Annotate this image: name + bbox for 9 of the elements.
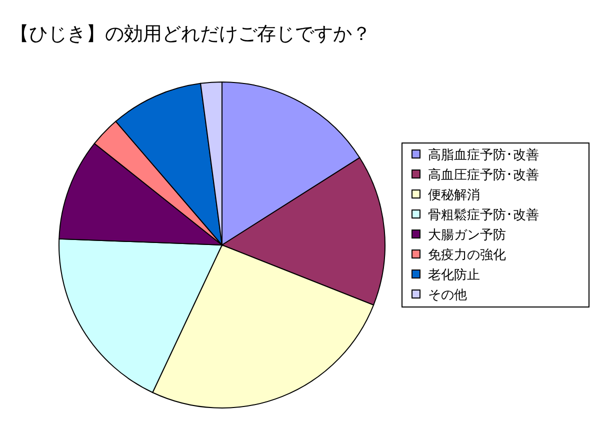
legend-label: 老化防止 (428, 268, 480, 283)
legend-label: 便秘解消 (428, 188, 480, 203)
legend-label: 高血圧症予防･改善 (428, 167, 539, 183)
legend-label: 高脂血症予防･改善 (428, 147, 539, 163)
legend-label: 大腸ガン予防 (428, 228, 506, 243)
legend-label: 免疫力の強化 (428, 248, 506, 263)
legend-label: その他 (428, 288, 467, 303)
chart-title: 【ひじき】の効用どれだけご存じですか？ (10, 23, 371, 45)
legend-label: 骨粗鬆症予防･改善 (428, 207, 539, 223)
